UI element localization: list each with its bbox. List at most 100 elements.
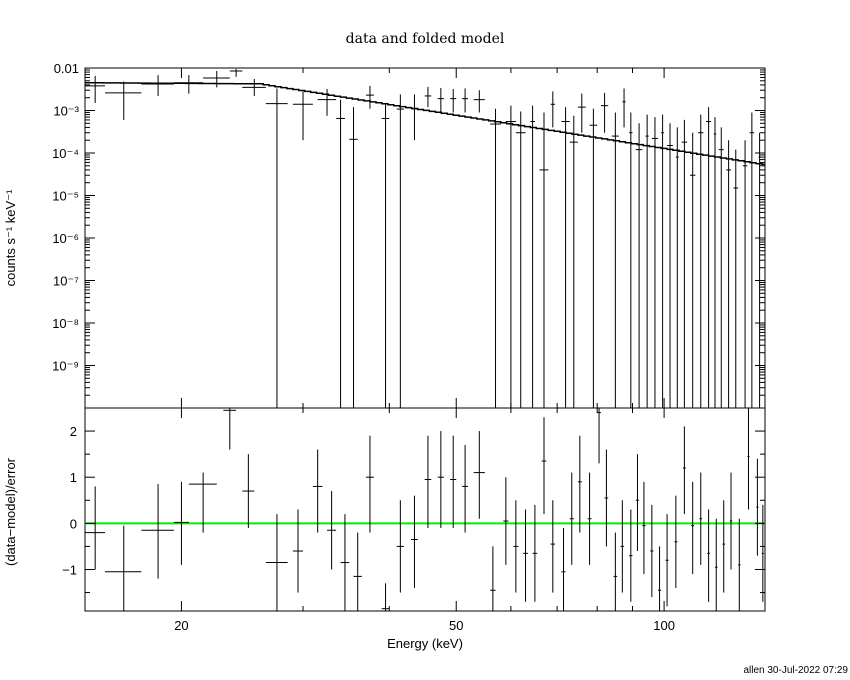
residual-point [642, 481, 646, 575]
data-point [539, 112, 549, 408]
residual-point [756, 458, 759, 556]
data-point [681, 119, 688, 408]
top-axis-ticks: 0.01 10⁻³ 10⁻⁴ 10⁻⁵ 10⁻⁶ 10⁻⁷ 10⁻⁸ 10⁻⁹ [52, 61, 765, 409]
data-point [635, 123, 643, 408]
data-point [706, 107, 712, 408]
y-tick-label: 10⁻⁴ [52, 146, 79, 161]
data-point [733, 149, 739, 408]
data-point [462, 88, 468, 113]
residual-point [473, 431, 485, 519]
residual-point [424, 435, 432, 528]
residual-point [761, 504, 764, 602]
bottom-panel: −1 0 1 2 20 50 100 [62, 407, 766, 633]
data-point [515, 111, 526, 408]
data-point [713, 117, 717, 408]
residual-point [513, 500, 519, 593]
residual-point [722, 500, 725, 593]
y-tick-label: 10⁻⁷ [53, 274, 79, 289]
data-point [651, 117, 659, 408]
x-tick-label: 50 [449, 618, 463, 633]
data-point [675, 127, 679, 408]
data-point [336, 99, 345, 408]
residual-point [620, 500, 625, 593]
footer-stamp: allen 30-Jul-2022 07:29 [743, 665, 848, 676]
residual-point [658, 546, 662, 611]
y-tick-label: −1 [62, 562, 77, 577]
residual-point [312, 449, 323, 533]
data-point [561, 107, 570, 408]
data-point [689, 132, 696, 408]
folded-model [85, 82, 765, 166]
y-tick-label: 10⁻⁵ [52, 189, 79, 204]
data-point [203, 70, 230, 88]
residual-point [714, 518, 718, 611]
data-point [645, 114, 649, 408]
residual-point [604, 449, 609, 547]
data-point [141, 75, 174, 96]
residual-point [674, 495, 678, 588]
residual-point [597, 408, 601, 464]
residual-point [550, 500, 555, 593]
residual-point [541, 417, 547, 515]
residual-point [265, 514, 288, 611]
data-point [698, 114, 704, 408]
x-tick-label: 100 [653, 618, 675, 633]
data-point [530, 105, 535, 408]
data-point [473, 90, 485, 113]
residual-point [747, 408, 750, 510]
residual-point [85, 486, 106, 570]
data-point [718, 127, 724, 408]
data-point [667, 123, 673, 408]
residual-point [437, 431, 444, 528]
data-point [105, 81, 142, 120]
data-point [229, 68, 243, 77]
y-tick-label: 0 [70, 516, 77, 531]
data-point [265, 88, 288, 408]
residual-point [340, 514, 350, 611]
model-step-line [85, 82, 765, 166]
x-tick-label: 20 [174, 618, 188, 633]
data-point [577, 93, 586, 133]
data-points [85, 68, 761, 408]
residual-point [650, 504, 654, 598]
residual-point [635, 454, 640, 552]
residual-point [462, 444, 468, 533]
residual-point [173, 481, 189, 565]
data-point [629, 112, 633, 408]
chart-title: data and folded model [346, 31, 505, 47]
residual-point [396, 500, 404, 593]
x-axis-label: Energy (keV) [387, 636, 463, 651]
residual-point [691, 481, 695, 575]
data-point [726, 140, 732, 408]
data-point [589, 108, 598, 408]
data-point [490, 108, 501, 408]
residual-point [738, 518, 741, 611]
residual-point [292, 509, 304, 593]
y-tick-label: 10⁻³ [53, 104, 79, 119]
data-point [437, 87, 444, 113]
residual-points [85, 408, 764, 611]
residual-point [682, 426, 686, 515]
residual-point [665, 514, 669, 607]
residual-point [729, 472, 733, 570]
bottom-axis-ticks: −1 0 1 2 20 50 100 [62, 407, 765, 633]
residual-point [188, 472, 217, 533]
top-y-axis-label: counts s⁻¹ keV⁻¹ [3, 189, 18, 286]
residual-point [577, 435, 582, 533]
residual-point [532, 504, 538, 602]
residual-point [707, 509, 710, 602]
data-point [661, 114, 665, 408]
residual-point [523, 509, 528, 602]
top-panel: 0.01 10⁻³ 10⁻⁴ 10⁻⁵ 10⁻⁶ 10⁻⁷ 10⁻⁸ 10⁻⁹ [52, 61, 766, 409]
data-point [569, 115, 578, 408]
data-point [550, 91, 555, 128]
data-point [317, 89, 337, 116]
y-tick-label: 10⁻⁸ [52, 316, 79, 331]
residual-point [223, 408, 237, 450]
y-tick-label: 0.01 [54, 61, 79, 76]
residual-point [569, 472, 574, 565]
residual-point [561, 527, 566, 611]
data-point [505, 105, 516, 408]
data-point [396, 94, 404, 408]
